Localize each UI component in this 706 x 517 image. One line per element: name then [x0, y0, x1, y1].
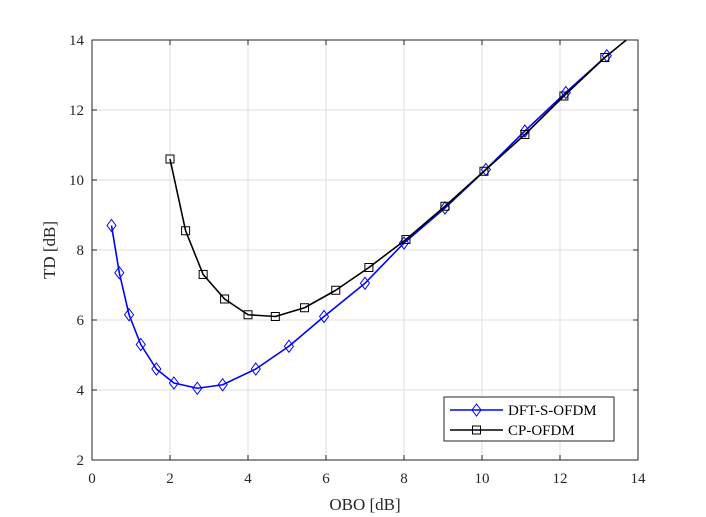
- legend-label-cp-ofdm: CP-OFDM: [508, 423, 575, 439]
- data-point-cp-ofdm: [559, 91, 569, 101]
- x-axis-label: OBO [dB]: [329, 495, 400, 514]
- legend-marker-dft-s-ofdm: [471, 403, 482, 417]
- data-point-cp-ofdm: [270, 312, 280, 321]
- data-point-dft-s-ofdm: [106, 218, 117, 233]
- y-tick-label: 14: [69, 33, 85, 49]
- data-point-cp-ofdm: [440, 201, 450, 211]
- x-tick-label: 14: [631, 471, 647, 487]
- x-tick-label: 10: [475, 471, 490, 487]
- data-point-cp-ofdm: [243, 310, 253, 320]
- data-point-dft-s-ofdm: [123, 307, 135, 322]
- legend-marker-cp-ofdm: [472, 425, 481, 435]
- data-point-dft-s-ofdm: [283, 339, 295, 354]
- x-tick-label: 2: [166, 471, 174, 487]
- data-point-dft-s-ofdm: [135, 337, 146, 352]
- data-point-cp-ofdm: [300, 303, 310, 313]
- data-point-cp-ofdm: [600, 53, 610, 62]
- data-point-dft-s-ofdm: [250, 362, 261, 376]
- data-point-dft-s-ofdm: [114, 265, 125, 280]
- x-tick-label: 0: [88, 471, 96, 487]
- legend-entry-dft-s-ofdm: DFT-S-OFDM: [450, 403, 597, 419]
- y-tick-label: 2: [77, 453, 85, 469]
- y-tick-label: 4: [77, 383, 85, 399]
- y-tick-label: 12: [69, 103, 84, 119]
- data-point-dft-s-ofdm: [168, 376, 180, 390]
- data-point-dft-s-ofdm: [318, 309, 330, 324]
- data-point-cp-ofdm: [331, 285, 341, 295]
- data-point-cp-ofdm: [479, 166, 489, 176]
- data-point-cp-ofdm: [520, 130, 530, 139]
- series-line-cp-ofdm: [169, 39, 627, 318]
- x-tick-label: 6: [322, 471, 330, 487]
- legend: DFT-S-OFDM CP-OFDM: [443, 396, 615, 442]
- data-point-dft-s-ofdm: [151, 362, 162, 376]
- series-cp-ofdm: [165, 39, 627, 321]
- x-tick-label: 8: [400, 471, 408, 487]
- data-point-cp-ofdm: [364, 263, 374, 272]
- data-point-cp-ofdm: [401, 235, 411, 244]
- x-tick-label: 12: [553, 471, 568, 487]
- y-tick-label: 10: [69, 173, 84, 189]
- data-point-cp-ofdm: [198, 270, 208, 279]
- data-point-dft-s-ofdm: [217, 377, 228, 392]
- series-layer: [106, 39, 627, 396]
- y-tick-label: 6: [77, 313, 85, 329]
- y-axis-label: TD [dB]: [40, 221, 59, 279]
- data-point-dft-s-ofdm: [398, 236, 410, 250]
- data-point-dft-s-ofdm: [519, 124, 531, 138]
- y-tick-label: 8: [77, 243, 85, 259]
- legend-label-dft-s-ofdm: DFT-S-OFDM: [508, 403, 597, 419]
- legend-entry-cp-ofdm: CP-OFDM: [450, 423, 575, 439]
- data-point-cp-ofdm: [165, 154, 175, 164]
- data-point-cp-ofdm: [220, 294, 230, 304]
- data-point-dft-s-ofdm: [192, 381, 203, 396]
- data-point-dft-s-ofdm: [439, 201, 451, 215]
- x-tick-label: 4: [244, 471, 252, 487]
- data-point-cp-ofdm: [181, 226, 191, 236]
- data-point-dft-s-ofdm: [359, 276, 371, 291]
